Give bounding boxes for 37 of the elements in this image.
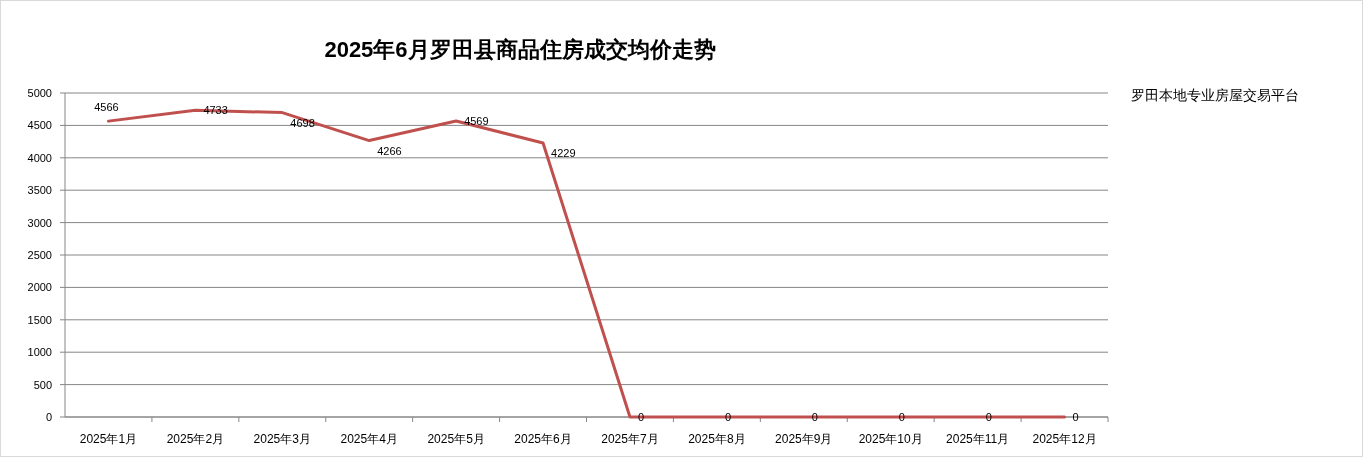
data-label: 4229 (551, 146, 576, 159)
chart-title: 2025年6月罗田县商品住房成交均价走势 (324, 37, 716, 62)
x-tick-label: 2025年6月 (514, 432, 572, 446)
x-tick-label: 2025年5月 (427, 432, 485, 446)
data-label: 4566 (94, 101, 119, 114)
y-tick-label: 500 (33, 378, 52, 391)
data-label: 4698 (290, 116, 315, 129)
x-tick-label: 2025年2月 (166, 432, 225, 446)
y-tick-label: 4500 (27, 119, 52, 132)
y-tick-label: 1500 (27, 313, 52, 326)
data-label: 4266 (377, 144, 402, 157)
data-label: 4569 (464, 114, 489, 127)
x-tick-label: 2025年11月 (946, 432, 1010, 446)
x-tick-label: 2025年7月 (601, 432, 659, 446)
y-tick-label: 2500 (27, 249, 52, 261)
data-label: 0 (811, 411, 818, 423)
x-tick-label: 2025年4月 (340, 432, 398, 446)
data-label: 0 (637, 411, 645, 423)
data-label: 4733 (203, 104, 228, 117)
y-tick-label: 5000 (27, 87, 52, 99)
data-label: 0 (898, 411, 905, 423)
data-label: 0 (724, 411, 731, 423)
x-tick-label: 2025年1月 (79, 432, 138, 446)
data-label: 0 (985, 411, 992, 423)
y-tick-label: 0 (45, 411, 52, 423)
x-tick-label: 2025年8月 (688, 432, 746, 446)
y-tick-label: 3500 (27, 184, 52, 197)
y-tick-label: 3000 (27, 216, 52, 229)
x-tick-label: 2025年9月 (775, 432, 833, 446)
y-tick-label: 1000 (27, 346, 52, 359)
x-tick-label: 2025年12月 (1032, 432, 1097, 446)
y-tick-label: 4000 (27, 151, 52, 164)
y-tick-label: 2000 (27, 281, 52, 294)
x-tick-label: 2025年10月 (858, 432, 923, 446)
data-label: 0 (1072, 411, 1079, 423)
text: 罗田本地专业房屋交易平台 (1131, 87, 1299, 103)
x-tick-label: 2025年3月 (253, 432, 311, 446)
